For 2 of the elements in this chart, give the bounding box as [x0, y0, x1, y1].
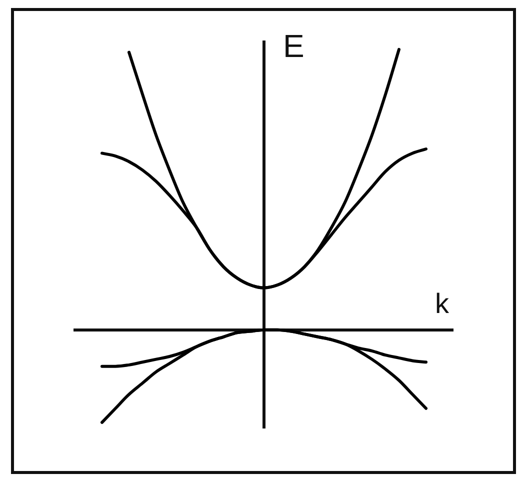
x-axis-title: k — [435, 288, 450, 319]
y-axis-title: E — [283, 28, 304, 64]
